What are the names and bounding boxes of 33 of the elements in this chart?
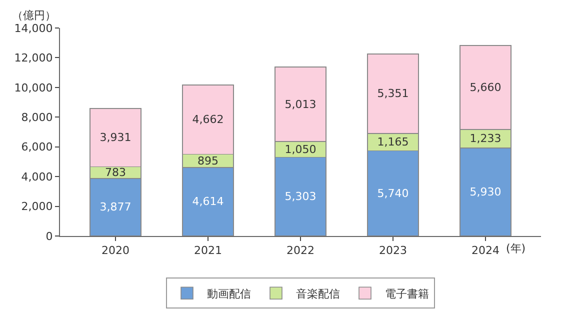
- y-tick-label: 10,000: [14, 81, 53, 94]
- data-label: 5,740: [377, 186, 409, 200]
- legend-label: 動画配信: [207, 287, 251, 300]
- data-label: 1,050: [284, 142, 316, 156]
- data-label: 1,233: [470, 132, 502, 146]
- x-tick-label: 2023: [379, 244, 407, 258]
- y-tick-label: 14,000: [14, 22, 53, 35]
- x-tick-label: 2021: [194, 244, 222, 258]
- data-label: 3,877: [100, 200, 132, 214]
- data-label: 895: [198, 154, 218, 168]
- x-tick-label: 2024: [472, 244, 500, 258]
- data-label: 3,931: [100, 131, 132, 144]
- y-axis-title: （億円）: [12, 9, 56, 22]
- data-label: 5,351: [377, 87, 409, 100]
- data-label: 5,013: [284, 98, 316, 111]
- legend-label: 音楽配信: [296, 287, 340, 300]
- legend-label: 電子書籍: [385, 287, 429, 300]
- data-label: 783: [105, 166, 126, 180]
- y-tick-label: 8,000: [21, 110, 53, 124]
- x-tick-label: 2020: [102, 244, 130, 258]
- x-tick-label: 2022: [286, 244, 314, 258]
- y-tick-label: 0: [46, 230, 53, 243]
- data-label: 5,303: [284, 190, 316, 204]
- y-tick-label: 4,000: [21, 170, 53, 184]
- y-tick-label: 12,000: [14, 52, 53, 65]
- x-axis-title: (年): [506, 242, 526, 255]
- y-tick-label: 6,000: [21, 140, 53, 154]
- data-label: 5,930: [470, 185, 502, 198]
- data-label: 4,614: [192, 195, 224, 208]
- data-label: 5,660: [470, 81, 502, 94]
- data-label: 4,662: [192, 113, 224, 126]
- y-tick-label: 2,000: [21, 200, 53, 214]
- data-label: 1,165: [377, 136, 409, 149]
